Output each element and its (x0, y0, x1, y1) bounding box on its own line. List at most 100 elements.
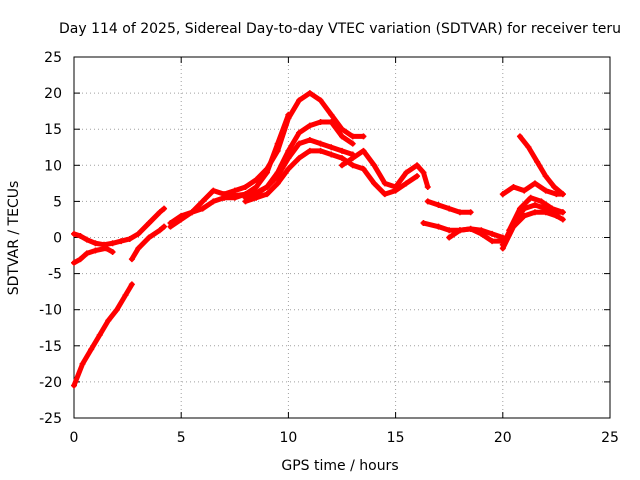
y-tick-label: 15 (44, 122, 62, 138)
x-tick-label: 15 (387, 430, 405, 446)
data-point (306, 122, 313, 129)
data-point (199, 198, 206, 205)
y-tick-label: 10 (44, 158, 62, 174)
data-point (253, 194, 260, 201)
data-point (83, 250, 90, 257)
data-point (414, 162, 421, 169)
data-point (242, 198, 249, 205)
data-point (420, 169, 427, 176)
data-point (328, 151, 335, 158)
data-point (231, 192, 238, 199)
data-point (92, 240, 99, 247)
data-point (71, 382, 77, 389)
data-point (253, 176, 260, 183)
data-point (263, 191, 270, 198)
data-point (531, 202, 538, 209)
data-point (360, 133, 367, 140)
data-point (392, 183, 399, 190)
data-point (446, 227, 453, 234)
data-point (296, 129, 303, 136)
data-point (499, 191, 506, 198)
data-point (167, 223, 174, 230)
y-tick-label: -5 (48, 267, 62, 283)
data-point (253, 183, 260, 190)
data-point (381, 191, 388, 198)
data-point (77, 233, 84, 240)
data-point (88, 346, 95, 353)
data-point (559, 216, 566, 223)
data-point (446, 205, 453, 212)
data-point (527, 194, 534, 201)
data-point (551, 183, 558, 190)
data-point (317, 140, 324, 147)
data-point (306, 147, 313, 154)
data-point (296, 155, 303, 162)
data-point (285, 155, 292, 162)
data-point (424, 198, 431, 205)
data-point (328, 144, 335, 151)
data-point (113, 306, 120, 313)
data-point (403, 169, 410, 176)
data-point (71, 259, 77, 266)
data-point (521, 187, 528, 194)
data-point (231, 187, 238, 194)
data-point (118, 238, 125, 245)
data-point (274, 180, 281, 187)
data-point (96, 331, 103, 338)
data-point (559, 209, 566, 216)
data-point (188, 209, 195, 216)
x-tick-label: 20 (494, 430, 512, 446)
x-axis-title: GPS time / hours (281, 458, 398, 474)
data-point (328, 111, 335, 118)
data-point (122, 292, 129, 299)
data-point (71, 230, 77, 237)
data-point (296, 140, 303, 147)
data-point (146, 234, 153, 241)
data-point (499, 245, 506, 252)
series-track-r (517, 133, 566, 197)
x-tick-label: 25 (601, 430, 619, 446)
data-point (339, 126, 345, 133)
data-point (128, 281, 135, 288)
data-point (538, 198, 545, 205)
data-point (542, 187, 549, 194)
data-point (109, 248, 116, 255)
data-point (339, 162, 345, 169)
chart-title: Day 114 of 2025, Sidereal Day-to-day VTE… (59, 21, 621, 37)
y-tick-label: -20 (39, 375, 62, 391)
data-point (371, 162, 378, 169)
data-point (221, 194, 228, 201)
series-track-j (339, 148, 431, 190)
data-point (424, 183, 431, 190)
data-point (349, 162, 356, 169)
data-point (317, 118, 324, 125)
data-point (274, 147, 281, 154)
data-point (360, 165, 367, 172)
data-point (135, 245, 142, 252)
data-point (339, 155, 345, 162)
data-point (285, 147, 292, 154)
data-point (339, 133, 345, 140)
data-point (109, 240, 116, 247)
data-point (435, 202, 442, 209)
data-point (435, 223, 442, 230)
data-point (510, 183, 517, 190)
data-point (128, 256, 135, 263)
y-tick-label: -15 (39, 339, 62, 355)
data-point (210, 187, 217, 194)
data-point (126, 235, 133, 242)
data-point (446, 234, 453, 241)
data-point (317, 97, 324, 104)
data-point (242, 183, 249, 190)
ticks-layer: 0 5 10 15 20 25 -25 -20 -15 -10 -5 0 5 10 15 20 25 (39, 50, 619, 446)
data-point (467, 225, 474, 232)
data-point (414, 173, 421, 180)
data-point (103, 245, 110, 252)
data-point (83, 236, 90, 243)
data-point (306, 137, 313, 144)
data-point (516, 133, 523, 140)
data-point (274, 173, 281, 180)
data-point (263, 165, 270, 172)
